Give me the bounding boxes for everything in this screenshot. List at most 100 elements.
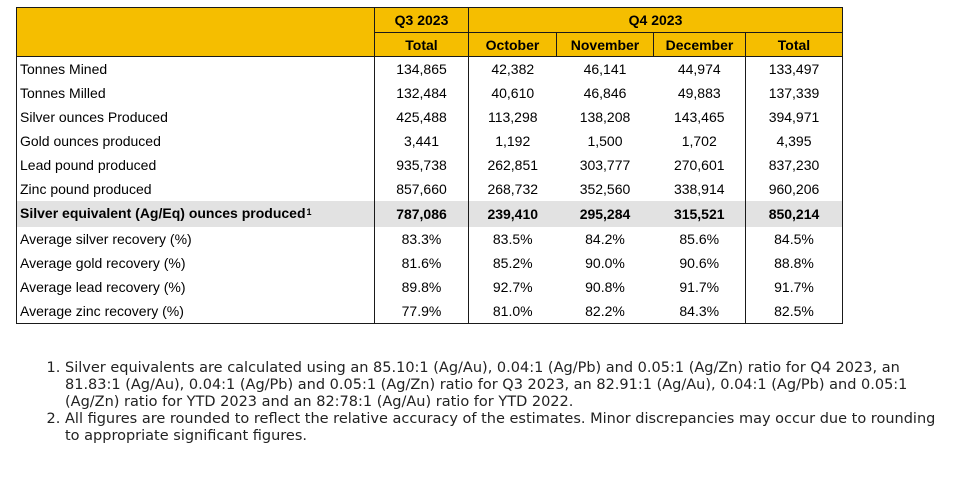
table-cell: 239,410 <box>468 201 557 227</box>
table-cell: 90.6% <box>679 255 720 271</box>
table-row: Tonnes Milled 132,484 40,610 46,846 49,883 13… <box>16 81 843 105</box>
table-cell: 82.2% <box>556 299 654 324</box>
table-cell: 77.9% <box>374 299 469 324</box>
table-cell: 268,732 <box>468 177 557 201</box>
row-label-text: Average silver recovery (%) <box>20 231 192 247</box>
row-label-text: Gold ounces produced <box>20 133 161 149</box>
table-cell: 85.6% <box>679 231 720 247</box>
row-label-text: Average lead recovery (%) <box>20 279 186 295</box>
row-label-text: Tonnes Mined <box>20 61 108 77</box>
table-cell: 91.7% <box>679 279 720 295</box>
table-cell: 303,777 <box>579 157 631 173</box>
table-cell: 394,971 <box>745 105 843 129</box>
table-row: Silver ounces Produced 425,488 113,298 138,… <box>16 105 843 129</box>
row-label-text: Zinc pound produced <box>20 181 152 197</box>
table-cell: 89.8% <box>374 275 469 299</box>
table-cell: 84.3% <box>653 299 746 324</box>
row-label: Tonnes Mined <box>16 56 375 81</box>
table-cell: 82.5% <box>745 299 843 324</box>
table-cell: 46,846 <box>583 85 627 101</box>
col-header-october: October <box>468 32 557 57</box>
row-label: Average lead recovery (%) <box>16 275 375 299</box>
row-label-text: Average zinc recovery (%) <box>20 303 184 319</box>
table-cell: 83.5% <box>468 227 557 251</box>
table-cell: 46,141 <box>583 61 627 77</box>
table-cell: 4,395 <box>745 129 843 153</box>
row-label: Silver equivalent (Ag/Eq) ounces produce… <box>16 201 375 227</box>
footnotes-list: Silver equivalents are calculated using … <box>44 360 945 445</box>
table-cell: 143,465 <box>673 109 725 125</box>
production-table: Q3 2023 Q4 2023 Total October November D… <box>16 7 843 324</box>
row-label-text: Tonnes Milled <box>20 85 106 101</box>
row-label: Tonnes Milled <box>16 81 375 105</box>
header-q4-2023: Q4 2023 <box>468 7 843 33</box>
header-q3-2023: Q3 2023 <box>374 7 469 33</box>
table-cell: 960,206 <box>745 177 843 201</box>
table-cell: 1,192 <box>468 129 557 153</box>
table-cell: 787,086 <box>374 201 469 227</box>
col-header-december: December <box>653 32 746 57</box>
row-label-text: Silver equivalent (Ag/Eq) ounces produce… <box>20 205 306 221</box>
table-cell: 85.2% <box>468 251 557 275</box>
header-blank-cell <box>16 7 375 57</box>
table-cell: 137,339 <box>745 81 843 105</box>
table-cell: 1,500 <box>587 133 623 149</box>
table-body: Tonnes Mined 134,865 42,382 46,141 44,974 133… <box>16 56 843 324</box>
table-cell: 92.7% <box>468 275 557 299</box>
row-label-text: Silver ounces Produced <box>20 109 168 125</box>
table-cell: 837,230 <box>745 153 843 177</box>
table-cell: 133,497 <box>745 56 843 81</box>
table-row: Average gold recovery (%) 81.6% 85.2% 90.0%… <box>16 251 843 275</box>
table-cell: 83.3% <box>374 227 469 251</box>
row-label: Average zinc recovery (%) <box>16 299 375 324</box>
table-cell: 132,484 <box>374 81 469 105</box>
row-label: Gold ounces produced <box>16 129 375 153</box>
footnote-item: Silver equivalents are calculated using … <box>65 360 945 411</box>
table-row: Silver equivalent (Ag/Eq) ounces produce… <box>16 201 843 227</box>
table-cell: 352,560 <box>579 181 631 197</box>
table-row: Zinc pound produced 857,660 268,732 352,560… <box>16 177 843 201</box>
row-label: Zinc pound produced <box>16 177 375 201</box>
table-row: Gold ounces produced 3,441 1,192 1,500 1,702… <box>16 129 843 153</box>
row-label: Lead pound produced <box>16 153 375 177</box>
table-cell: 42,382 <box>468 56 557 81</box>
table-cell: 1,702 <box>681 133 717 149</box>
table-cell: 295,284 <box>556 201 654 227</box>
col-header-november: November <box>556 32 654 57</box>
table-cell: 857,660 <box>374 177 469 201</box>
table-cell: 44,974 <box>677 61 721 77</box>
col-header-q4-total: Total <box>745 32 843 57</box>
table-cell: 91.7% <box>745 275 843 299</box>
table-cell: 81.6% <box>374 251 469 275</box>
table-cell: 113,298 <box>468 105 557 129</box>
table-cell: 88.8% <box>745 251 843 275</box>
table-row: Average silver recovery (%) 83.3% 83.5% 84.… <box>16 227 843 251</box>
row-label: Average gold recovery (%) <box>16 251 375 275</box>
table-cell: 138,208 <box>579 109 631 125</box>
table-cell: 3,441 <box>374 129 469 153</box>
table-cell: 850,214 <box>745 201 843 227</box>
table-cell: 81.0% <box>468 299 557 324</box>
table-cell: 90.0% <box>585 255 625 271</box>
table-cell: 40,610 <box>468 81 557 105</box>
table-row: Tonnes Mined 134,865 42,382 46,141 44,974 133… <box>16 56 843 81</box>
footnote-item: All figures are rounded to reflect the r… <box>65 411 945 445</box>
table-cell: 90.8% <box>585 279 625 295</box>
table-row: Lead pound produced 935,738 262,851 303,777… <box>16 153 843 177</box>
row-label-text: Average gold recovery (%) <box>20 255 186 271</box>
table-cell: 270,601 <box>673 157 725 173</box>
table-cell: 84.2% <box>585 231 625 247</box>
row-label: Average silver recovery (%) <box>16 227 375 251</box>
table-cell: 315,521 <box>653 201 746 227</box>
col-header-q3-total: Total <box>374 32 469 57</box>
table-cell: 49,883 <box>677 85 721 101</box>
table-cell: 338,914 <box>673 181 725 197</box>
table-cell: 262,851 <box>468 153 557 177</box>
table-cell: 425,488 <box>374 105 469 129</box>
table-row: Average zinc recovery (%) 77.9% 81.0% 82.2%… <box>16 299 843 324</box>
footnote-marker: 1 <box>306 207 312 217</box>
table-cell: 935,738 <box>374 153 469 177</box>
table-cell: 134,865 <box>374 56 469 81</box>
table-row: Average lead recovery (%) 89.8% 92.7% 90.8%… <box>16 275 843 299</box>
row-label-text: Lead pound produced <box>20 157 157 173</box>
